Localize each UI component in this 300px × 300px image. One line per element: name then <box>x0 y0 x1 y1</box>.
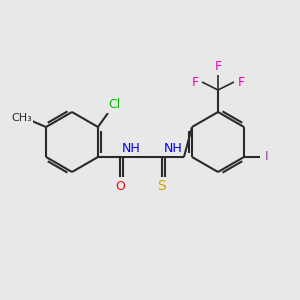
Text: S: S <box>158 179 166 193</box>
Text: NH: NH <box>122 142 140 154</box>
Text: F: F <box>214 61 222 74</box>
Text: CH₃: CH₃ <box>12 113 32 123</box>
Text: I: I <box>265 151 269 164</box>
Text: Cl: Cl <box>108 98 120 112</box>
Text: O: O <box>115 179 125 193</box>
Text: NH: NH <box>164 142 182 154</box>
Text: F: F <box>191 76 199 88</box>
Text: F: F <box>237 76 244 88</box>
